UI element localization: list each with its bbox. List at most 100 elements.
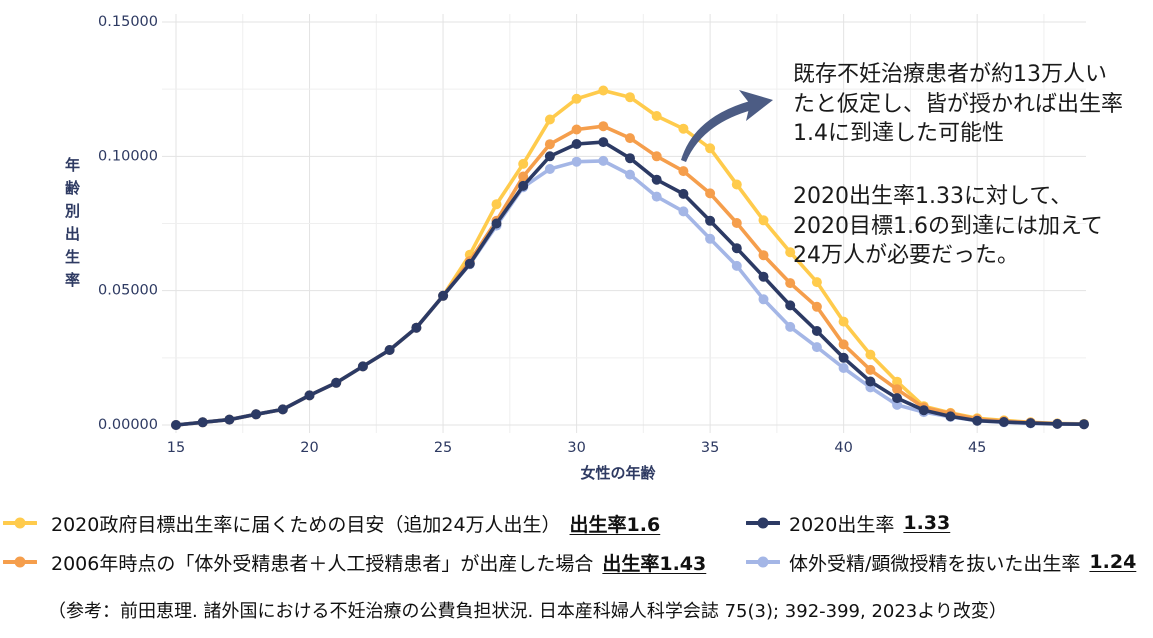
series-0-data-point	[598, 85, 609, 96]
legend-label: 2020政府目標出生率に届くための目安（追加24万人出生）	[51, 513, 561, 536]
series-0-data-point	[571, 93, 582, 104]
series-1-data-point	[1025, 418, 1036, 429]
series-2-data-point	[544, 139, 555, 150]
y-tick-label: 0.15000	[98, 14, 158, 30]
series-2-data-point	[865, 364, 876, 375]
series-2-data-point	[598, 121, 609, 132]
series-1-data-point	[251, 409, 262, 420]
series-1-data-point	[491, 218, 502, 229]
legend-key-icon	[746, 556, 780, 568]
source-citation: （参考：前田恵理. 諸外国における不妊治療の公費負担状況. 日本産科婦人科学会誌…	[48, 601, 1007, 622]
y-tick-label: 0.05000	[98, 283, 158, 299]
series-0-data-point	[705, 143, 716, 154]
series-0-data-point	[625, 92, 635, 103]
x-tick-label: 15	[167, 440, 185, 456]
series-3-data-point	[811, 342, 822, 353]
x-tick-label: 45	[968, 440, 986, 456]
x-tick-label: 25	[434, 440, 452, 456]
annotation-text: 既存不妊治療患者が約13万人い たと仮定し、皆が授かれば出生率 1.4に到達した…	[793, 60, 1123, 149]
series-2-data-point	[811, 301, 822, 312]
series-2-data-point	[785, 278, 796, 289]
series-1-data-point	[625, 153, 635, 164]
series-1-data-point	[811, 326, 822, 336]
arrow-head	[739, 90, 773, 121]
series-3-data-point	[758, 294, 769, 305]
series-2-data-point	[892, 384, 903, 395]
series-3-data-point	[571, 156, 582, 167]
annotation-line: 2020出生率1.33に対して、	[793, 184, 1073, 209]
series-3-data-point	[678, 206, 689, 217]
x-axis-title: 女性の年齢	[580, 464, 656, 482]
series-2-data-point	[518, 171, 529, 182]
y-tick-label: 0.10000	[98, 148, 158, 164]
series-1-data-point	[1052, 418, 1063, 429]
series-1-data-point	[1079, 419, 1089, 430]
series-3-data-point	[705, 233, 716, 244]
series-0-data-point	[758, 215, 769, 226]
legend-key-dot	[757, 517, 769, 529]
legend-key-icon	[3, 556, 37, 568]
series-2-data-point	[571, 124, 582, 135]
legend-item: 2020出生率 1.33	[746, 510, 950, 536]
series-0-data-point	[811, 277, 822, 288]
series-1-data-point	[304, 390, 315, 401]
annotation-text: 2020出生率1.33に対して、 2020目標1.6の到達には加えて 24万人が…	[793, 182, 1103, 271]
annotation-line: たと仮定し、皆が授かれば出生率	[793, 91, 1124, 117]
curved-arrow-icon	[681, 90, 773, 162]
x-tick-label: 20	[300, 440, 318, 456]
x-tick-label: 35	[701, 440, 719, 456]
line-chart-plot: 15 20 25 30 35 40 45 0.00000 0.05000 0.10000 0.150…	[98, 14, 1089, 456]
series-1-data-point	[411, 322, 422, 333]
legend-item: 2006年時点の「体外受精患者＋人工授精患者」が出産した場合 出生率1.43	[3, 549, 706, 575]
legend-rate: 出生率1.43	[602, 552, 707, 575]
series-3-data-point	[838, 363, 849, 373]
grid	[162, 14, 1086, 433]
series-1-data-point	[731, 243, 742, 254]
series-3-data-point	[598, 155, 609, 166]
series-2-data-point	[731, 218, 742, 228]
series-1-data-point	[758, 271, 769, 282]
series-2-data-point	[758, 250, 769, 261]
y-tick-label: 0.00000	[98, 417, 158, 433]
series-3-data-point	[625, 169, 635, 180]
series-1-data-point	[224, 414, 235, 425]
axis-ticks: 15 20 25 30 35 40 45 0.00000 0.05000 0.10000 0.150…	[98, 14, 986, 456]
series-1-data-point	[705, 215, 716, 226]
series-1-data-point	[678, 188, 689, 199]
series-1-data-point	[785, 300, 796, 311]
legend-key-dot	[14, 517, 26, 529]
series-0-data-point	[651, 111, 662, 121]
series-1-data-point	[518, 180, 529, 191]
series-1-data-point	[331, 377, 342, 388]
series-1-data-point	[571, 139, 582, 149]
series-2-data-point	[625, 133, 635, 144]
annotation-line: 24万人が必要だった。	[793, 243, 1019, 268]
legend-item: 2020政府目標出生率に届くための目安（追加24万人出生） 出生率1.6	[3, 510, 660, 536]
series-0-data-point	[892, 376, 903, 387]
series-1-data-point	[357, 361, 368, 372]
series-0-data-point	[785, 247, 796, 258]
legend-rate: 1.33	[903, 512, 951, 534]
annotation-line: 1.4に到達した可能性	[793, 121, 1004, 146]
series-3-data-point	[785, 321, 796, 332]
legend-rate: 1.24	[1089, 551, 1137, 573]
legend-key-icon	[746, 517, 780, 529]
series-0-data-point	[491, 199, 502, 210]
legend-key-icon	[3, 517, 37, 529]
series-1-data-point	[197, 417, 208, 428]
series-0-data-point	[678, 123, 689, 134]
legend-label: 体外受精/顕微授精を抜いた出生率	[789, 552, 1081, 575]
x-tick-label: 40	[834, 440, 852, 456]
series-3-data-point	[731, 260, 742, 271]
series-1-data-point	[171, 420, 181, 430]
legend-key-dot	[757, 556, 769, 568]
y-axis-title: 年齢別出生率	[63, 157, 81, 295]
x-tick-label: 30	[567, 440, 585, 456]
series-1-data-point	[544, 151, 555, 162]
series-1-data-point	[865, 376, 876, 387]
series-0-data-point	[518, 158, 529, 169]
series-2-data-point	[651, 151, 662, 162]
series-1-data-point	[918, 405, 929, 416]
series-1-data-point	[998, 417, 1009, 427]
